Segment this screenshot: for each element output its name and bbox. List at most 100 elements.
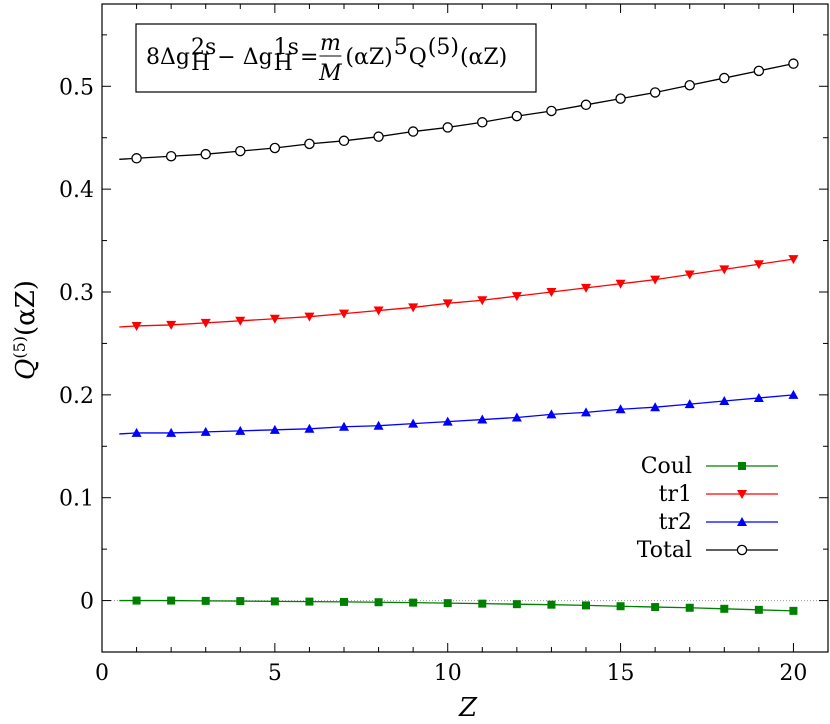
formula-part: 5: [394, 35, 408, 60]
data-point: [719, 72, 730, 84]
legend-item: tr2: [659, 510, 778, 535]
data-point: [304, 312, 315, 322]
data-point: [720, 604, 729, 613]
y-tick-label: 0.5: [59, 75, 94, 100]
data-point: [580, 99, 592, 111]
data-point: [685, 603, 694, 612]
data-point: [131, 427, 142, 437]
data-point: [339, 421, 349, 431]
legend: Coul tr1 tr2 Total: [637, 454, 778, 563]
data-point: [200, 426, 211, 436]
data-point: [477, 414, 488, 424]
legend-marker: [738, 462, 746, 470]
data-point: [235, 316, 246, 326]
data-point: [270, 597, 279, 606]
data-point: [650, 402, 661, 412]
data-point: [442, 122, 453, 133]
data-point: [235, 425, 246, 435]
data-point: [200, 148, 211, 160]
formula-annotation: 8Δg H2s − Δg H1s = mM(αZ) 5 Q (5) (αZ): [135, 23, 537, 93]
data-point: [511, 110, 523, 122]
formula-part: 2s: [191, 35, 216, 60]
legend-label: tr2: [659, 510, 692, 535]
legend-label: tr1: [659, 482, 692, 507]
legend-marker: [737, 490, 747, 499]
data-point: [407, 126, 419, 137]
data-point: [409, 598, 418, 607]
y-label-arg: (αZ): [11, 280, 41, 336]
formula-box: [135, 23, 537, 93]
data-point: [477, 296, 488, 306]
formula-part: Q: [409, 45, 427, 70]
data-point: [374, 598, 383, 607]
y-label-sup: (5): [10, 336, 29, 359]
x-tick-label: 20: [779, 661, 807, 686]
data-point: [200, 318, 211, 328]
data-point: [201, 596, 210, 605]
x-tick-label: 0: [95, 661, 109, 686]
data-point: [615, 279, 626, 289]
data-point: [615, 93, 626, 104]
data-point: [788, 255, 799, 265]
data-point: [649, 87, 661, 98]
formula-denominator: M: [318, 61, 342, 86]
data-point: [546, 105, 557, 117]
formula-part: (5): [428, 35, 459, 60]
data-point: [167, 596, 176, 605]
data-point: [373, 131, 384, 142]
data-point: [546, 409, 557, 419]
legend-item: Total: [637, 538, 778, 563]
data-point: [651, 603, 660, 612]
data-point: [235, 145, 246, 157]
formula-part: H: [191, 51, 210, 76]
data-point: [788, 389, 799, 399]
data-point: [546, 288, 557, 297]
data-point: [408, 418, 419, 428]
data-point: [581, 407, 591, 417]
y-axis-label: Q(5)(αZ): [10, 280, 42, 380]
formula-part: (αZ): [460, 45, 507, 70]
data-point: [442, 416, 453, 426]
data-point: [753, 260, 764, 270]
data-point: [512, 600, 521, 609]
legend-marker: [736, 544, 748, 556]
x-axis-label: Z: [458, 693, 478, 723]
data-point: [304, 423, 315, 433]
data-point: [582, 601, 590, 610]
formula-part: 1s: [274, 35, 299, 60]
data-point: [789, 606, 798, 615]
y-tick-label: 0: [80, 590, 94, 615]
y-tick-label: 0.2: [59, 384, 94, 409]
series-coul: [119, 596, 798, 615]
data-point: [442, 299, 453, 309]
data-point: [269, 142, 281, 154]
data-point: [269, 314, 280, 324]
y-label-q: Q: [11, 359, 41, 380]
data-point: [478, 599, 487, 608]
data-point: [373, 306, 384, 316]
data-point: [684, 270, 695, 280]
data-point: [166, 427, 177, 437]
series-line: [119, 394, 794, 435]
formula-part: 8Δg: [146, 45, 190, 70]
data-point: [753, 65, 765, 77]
data-point: [236, 597, 245, 606]
formula-part: (αZ): [345, 45, 392, 70]
data-point: [339, 309, 349, 319]
plot-frame: [101, 3, 829, 653]
legend-item: tr1: [659, 482, 778, 507]
y-tick-label: 0.3: [59, 281, 94, 306]
data-point: [340, 597, 348, 606]
y-tick-label: 0.1: [59, 487, 94, 512]
data-point: [581, 283, 591, 293]
data-point: [684, 399, 695, 409]
legend-item: Coul: [641, 454, 778, 479]
data-point: [511, 292, 522, 302]
data-point: [616, 602, 625, 611]
data-point: [684, 80, 695, 91]
y-axis-ticks: 0 0.1 0.2 0.3 0.4 0.5: [59, 34, 828, 653]
series-line: [119, 258, 794, 328]
series-tr2: [119, 389, 799, 437]
series-layer: [119, 58, 799, 615]
